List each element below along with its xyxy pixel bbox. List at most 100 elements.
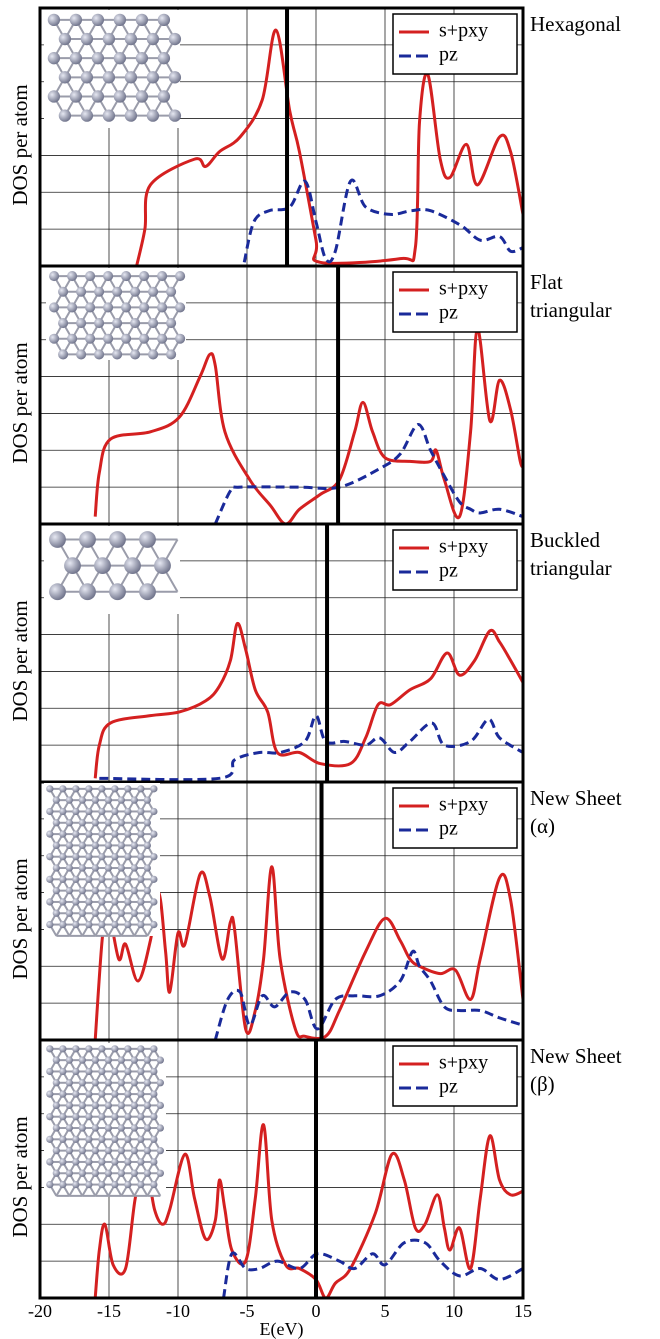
inset-atom — [105, 1102, 112, 1109]
inset-atom — [139, 531, 156, 548]
inset-atom — [148, 287, 158, 297]
inset-atom — [111, 898, 118, 905]
inset-atom — [137, 830, 144, 837]
inset-atom — [92, 1170, 99, 1177]
x-tick-label: -5 — [240, 1301, 255, 1321]
inset-atom — [124, 557, 141, 574]
figure: s+pxypzDOS per atomHexagonals+pxypzDOS p… — [0, 0, 660, 1339]
x-tick-label: 5 — [381, 1301, 390, 1321]
inset-atom — [124, 853, 131, 860]
y-axis-label: DOS per atom — [8, 858, 32, 979]
inset-atom — [144, 1102, 151, 1109]
inset-atom — [85, 830, 92, 837]
inset-atom — [150, 1136, 157, 1143]
inset-atom — [111, 921, 118, 928]
inset-atom — [124, 921, 131, 928]
inset-atom — [131, 1102, 138, 1109]
inset-atom — [49, 583, 66, 600]
inset-atom — [46, 1045, 53, 1052]
inset-atom — [98, 1090, 105, 1097]
inset-atom — [46, 808, 53, 815]
inset-atom — [79, 910, 86, 917]
y-axis-label: DOS per atom — [8, 84, 32, 205]
inset-atom — [124, 1113, 131, 1120]
inset-atom — [144, 1170, 151, 1177]
inset-atom — [144, 797, 151, 804]
inset-atom — [79, 1124, 86, 1131]
legend-label: s+pxy — [439, 536, 488, 558]
inset-atom — [85, 1045, 92, 1052]
inset-atom — [131, 797, 138, 804]
inset-atom — [131, 887, 138, 894]
inset-atom — [111, 785, 118, 792]
inset-atom — [59, 808, 66, 815]
inset-atom — [103, 109, 115, 121]
inset-atom — [158, 90, 170, 102]
inset-atom — [150, 898, 157, 905]
inset-atom — [157, 334, 167, 344]
inset-atom — [59, 1090, 66, 1097]
inset-atom — [70, 14, 82, 26]
inset-atom — [103, 271, 113, 281]
inset-atom — [58, 349, 68, 359]
inset-atom — [59, 71, 71, 83]
inset-atom — [139, 302, 149, 312]
inset-atom — [92, 1102, 99, 1109]
inset-atom — [111, 1090, 118, 1097]
inset-atom — [137, 1113, 144, 1120]
inset-atom — [131, 1079, 138, 1086]
inset-atom — [112, 318, 122, 328]
inset-atom — [53, 864, 60, 871]
inset-atom — [150, 853, 157, 860]
inset-atom — [92, 842, 99, 849]
inset-atom — [137, 1090, 144, 1097]
inset-atom — [131, 1124, 138, 1131]
inset-atom — [66, 1147, 73, 1154]
inset-atom — [114, 14, 126, 26]
inset-atom — [46, 1158, 53, 1165]
inset-atom — [92, 1147, 99, 1154]
inset-atom — [150, 1158, 157, 1165]
inset-atom — [112, 349, 122, 359]
inset-atom — [79, 887, 86, 894]
inset-atom — [139, 271, 149, 281]
inset-atom — [103, 33, 115, 45]
legend-label: pz — [439, 818, 458, 840]
inset-atom — [109, 531, 126, 548]
inset-atom — [48, 90, 60, 102]
inset-atom — [66, 797, 73, 804]
inset-atom — [114, 52, 126, 64]
inset-atom — [98, 876, 105, 883]
panel-label: (β) — [530, 1072, 555, 1096]
inset-atom — [124, 1090, 131, 1097]
inset-atom — [59, 1113, 66, 1120]
inset-atom — [85, 898, 92, 905]
inset-atom — [111, 808, 118, 815]
inset-atom — [94, 318, 104, 328]
inset-atom — [76, 318, 86, 328]
inset-atom — [53, 819, 60, 826]
inset-atom — [157, 1147, 164, 1154]
panel-label: Buckled — [530, 528, 600, 552]
inset-atom — [118, 1102, 125, 1109]
inset-atom — [98, 1045, 105, 1052]
inset-atom — [67, 334, 77, 344]
inset-atom — [125, 109, 137, 121]
inset-atom — [46, 1068, 53, 1075]
inset-atom — [112, 287, 122, 297]
inset-atom — [105, 887, 112, 894]
inset-atom — [72, 1136, 79, 1143]
inset-atom — [67, 302, 77, 312]
inset-atom — [66, 1079, 73, 1086]
inset-atom — [111, 1136, 118, 1143]
inset-atom — [154, 557, 171, 574]
inset-atom — [118, 1170, 125, 1177]
inset-atom — [137, 785, 144, 792]
inset-atom — [72, 1090, 79, 1097]
inset — [44, 10, 181, 128]
inset-atom — [131, 910, 138, 917]
inset-atom — [118, 797, 125, 804]
inset — [46, 268, 186, 360]
inset-atom — [59, 921, 66, 928]
inset-atom — [59, 33, 71, 45]
